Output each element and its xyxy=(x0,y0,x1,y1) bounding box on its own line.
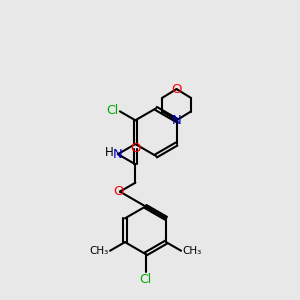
Text: O: O xyxy=(171,82,182,96)
Text: H: H xyxy=(105,146,114,160)
Text: CH₃: CH₃ xyxy=(89,246,108,256)
Text: O: O xyxy=(113,185,124,198)
Text: N: N xyxy=(172,114,182,127)
Text: Cl: Cl xyxy=(140,273,152,286)
Text: N: N xyxy=(113,148,123,161)
Text: Cl: Cl xyxy=(106,104,119,117)
Text: O: O xyxy=(130,142,141,155)
Text: CH₃: CH₃ xyxy=(183,246,202,256)
